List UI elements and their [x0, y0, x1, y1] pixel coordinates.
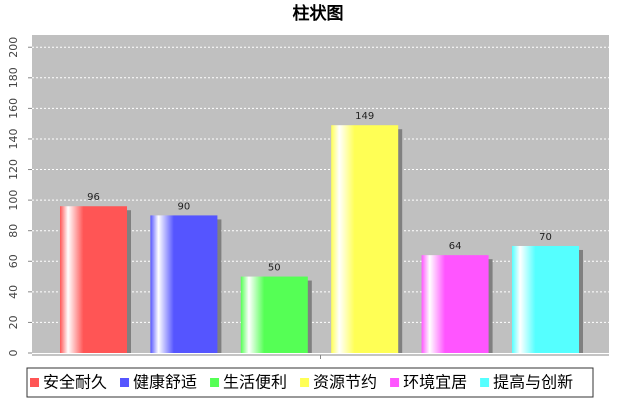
legend-swatch	[120, 378, 130, 387]
y-tick-label: 200	[7, 37, 20, 58]
y-tick-label: 20	[7, 315, 20, 329]
legend-swatch	[390, 378, 400, 387]
y-tick-label: 140	[7, 128, 20, 149]
value-label: 149	[355, 111, 374, 122]
value-label: 90	[178, 201, 191, 212]
legend-label: 安全耐久	[43, 373, 107, 392]
y-tick-label: 80	[7, 224, 20, 238]
legend-label: 生活便利	[223, 373, 287, 392]
value-label: 96	[87, 192, 100, 203]
legend-swatch	[300, 378, 310, 387]
legend-label: 资源节约	[313, 373, 377, 392]
legend-swatch	[210, 378, 220, 387]
bar	[240, 276, 308, 353]
y-tick-label: 40	[7, 285, 20, 299]
value-label: 70	[539, 232, 552, 243]
y-tick-label: 160	[7, 98, 20, 119]
y-tick-label: 100	[7, 190, 20, 211]
value-label: 50	[268, 263, 281, 274]
bar	[512, 245, 579, 353]
y-tick-label: 0	[7, 350, 20, 357]
legend-swatch	[30, 378, 39, 387]
legend-label: 健康舒适	[133, 373, 197, 392]
legend-label: 环境宜居	[403, 373, 467, 392]
bar	[331, 125, 399, 353]
bar	[150, 215, 218, 353]
y-tick-label: 120	[7, 159, 20, 180]
value-label: 64	[449, 241, 462, 252]
bar	[60, 206, 127, 353]
chart-title: 柱状图	[293, 3, 344, 24]
y-tick-label: 60	[7, 254, 20, 268]
legend-swatch	[480, 378, 490, 387]
legend-label: 提高与创新	[493, 373, 573, 392]
bar	[421, 255, 489, 353]
y-tick-label: 180	[7, 67, 20, 88]
